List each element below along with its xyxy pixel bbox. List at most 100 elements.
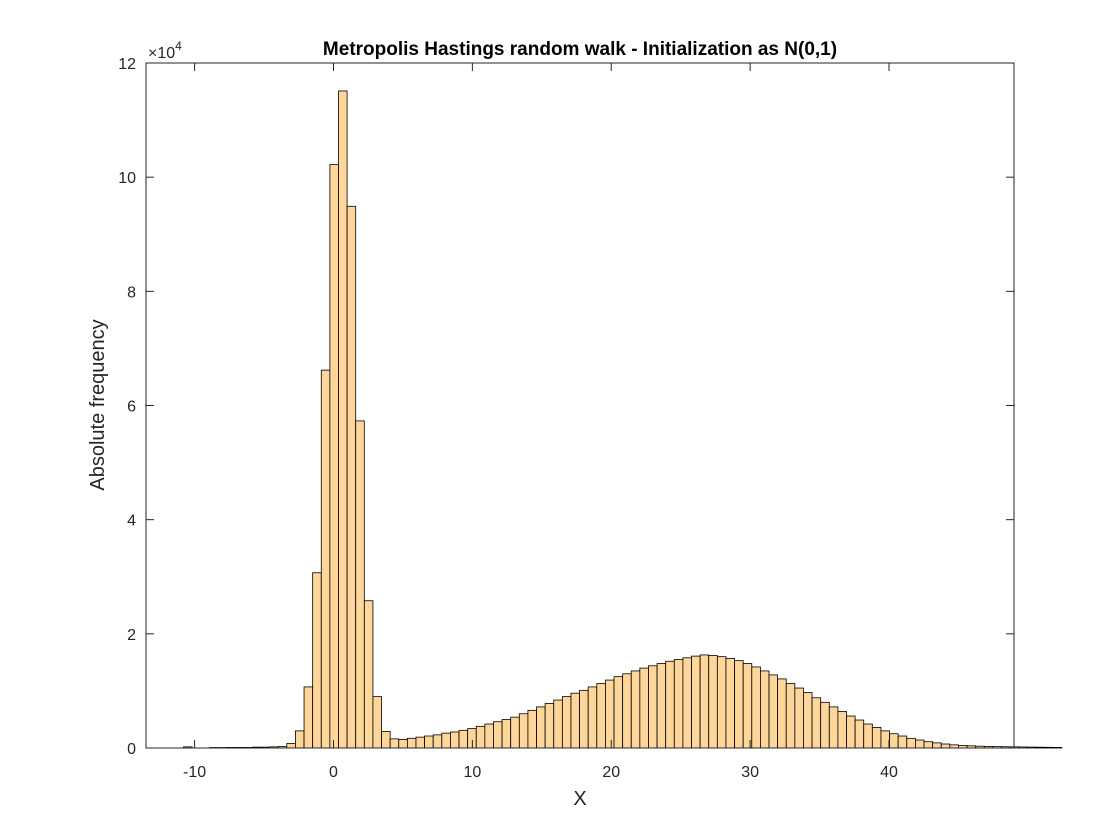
histogram-bar — [673, 659, 684, 749]
histogram-bar — [544, 703, 555, 749]
histogram-bar — [794, 687, 804, 749]
histogram-bar — [613, 676, 624, 749]
histogram-bar — [871, 727, 882, 749]
histogram-bar — [768, 674, 779, 749]
histogram-bar — [398, 739, 408, 749]
chart-title: Metropolis Hastings random walk - Initia… — [323, 39, 837, 60]
histogram-bar — [854, 719, 865, 749]
x-tick-label: -10 — [183, 764, 206, 781]
histogram-bar — [518, 713, 529, 749]
y-axis-exponent-base: ×10 — [148, 45, 175, 62]
histogram-bar — [691, 655, 701, 749]
histogram-bar — [785, 683, 796, 749]
y-tick-label: 8 — [127, 284, 136, 301]
histogram-bar — [363, 600, 374, 749]
x-tick-label: 40 — [880, 764, 898, 781]
histogram-bar — [303, 686, 314, 749]
histogram-bar — [699, 654, 710, 749]
histogram-bar — [751, 666, 761, 749]
histogram-bar — [475, 725, 486, 749]
y-axis: 0 2 4 6 8 10 12 — [118, 56, 1014, 758]
x-tick-label: 30 — [741, 764, 759, 781]
histogram-bar — [286, 743, 296, 749]
histogram-bars — [183, 90, 1063, 749]
x-tick-label: 20 — [602, 764, 620, 781]
histogram-bar — [329, 164, 339, 749]
histogram-bar — [381, 731, 391, 749]
histogram-bar — [441, 732, 451, 749]
histogram-bar — [1052, 747, 1063, 749]
histogram-bar — [372, 696, 382, 749]
histogram-bar — [897, 735, 908, 749]
histogram-bar — [553, 699, 563, 749]
y-axis-label: Absolute frequency — [87, 319, 109, 490]
histogram-bar — [760, 670, 770, 749]
histogram-bar — [415, 736, 425, 749]
histogram-bar — [932, 742, 942, 749]
histogram-bar — [630, 670, 641, 749]
histogram-bar — [346, 205, 357, 749]
y-tick-label: 2 — [127, 627, 136, 644]
histogram-bar — [432, 734, 443, 749]
histogram-bar — [579, 689, 589, 749]
histogram-bar — [587, 686, 598, 749]
histogram-bar — [906, 737, 916, 749]
histogram-bar — [716, 656, 727, 749]
histogram-bar — [682, 657, 692, 749]
histogram-bar — [406, 737, 417, 749]
histogram-bar — [484, 723, 494, 749]
histogram-bar — [708, 655, 718, 749]
histogram-bar — [458, 729, 469, 749]
histogram-bar — [527, 709, 537, 749]
histogram-bar — [1018, 746, 1028, 749]
histogram-bar — [923, 741, 934, 749]
histogram-bar — [561, 696, 572, 749]
histogram-bar — [915, 739, 925, 749]
y-axis-exponent-power: 4 — [175, 39, 182, 53]
histogram-bar — [734, 660, 744, 749]
histogram-bar — [880, 730, 890, 749]
histogram-bar — [570, 692, 580, 749]
y-tick-label: 12 — [118, 56, 136, 73]
x-axis-label: X — [573, 788, 586, 810]
histogram-bar — [665, 660, 675, 749]
plot-frame — [145, 62, 1015, 749]
histogram-bar — [389, 738, 400, 749]
histogram-bar — [320, 369, 331, 749]
histogram-bar — [777, 678, 787, 749]
histogram-bar — [846, 715, 856, 749]
histogram-bar — [536, 706, 546, 749]
histogram-bar — [510, 716, 520, 749]
y-tick-label: 6 — [127, 399, 136, 416]
histogram-bar — [889, 733, 899, 749]
histogram-bar — [312, 572, 322, 749]
histogram-bar — [1044, 746, 1054, 749]
histogram-bar — [639, 667, 649, 749]
histogram-bar — [622, 673, 632, 749]
y-axis-exponent: ×104 — [148, 39, 182, 62]
histogram-bar — [656, 663, 667, 749]
y-tick-label: 10 — [118, 170, 136, 187]
histogram-bar — [820, 701, 830, 749]
histogram-bar — [940, 743, 951, 749]
histogram-bar — [338, 90, 348, 749]
y-tick-label: 4 — [127, 513, 136, 530]
histogram-bar — [725, 657, 735, 749]
histogram-bar — [450, 731, 460, 749]
histogram-bar — [295, 730, 305, 749]
histogram-bar — [648, 665, 658, 749]
histogram-bar — [1035, 746, 1045, 749]
histogram-bar — [355, 420, 365, 749]
y-tick-label: 0 — [127, 741, 136, 758]
histogram-bar — [803, 692, 813, 749]
x-axis: -10 0 10 20 30 40 — [183, 63, 898, 781]
histogram-bar — [863, 723, 873, 749]
histogram-bar — [596, 683, 606, 749]
histogram-bar — [605, 679, 615, 749]
x-tick-label: 0 — [329, 764, 338, 781]
histogram-bar — [1026, 746, 1037, 749]
histogram-bar — [493, 721, 503, 749]
histogram-bar — [742, 663, 753, 749]
histogram-bar — [811, 697, 822, 749]
